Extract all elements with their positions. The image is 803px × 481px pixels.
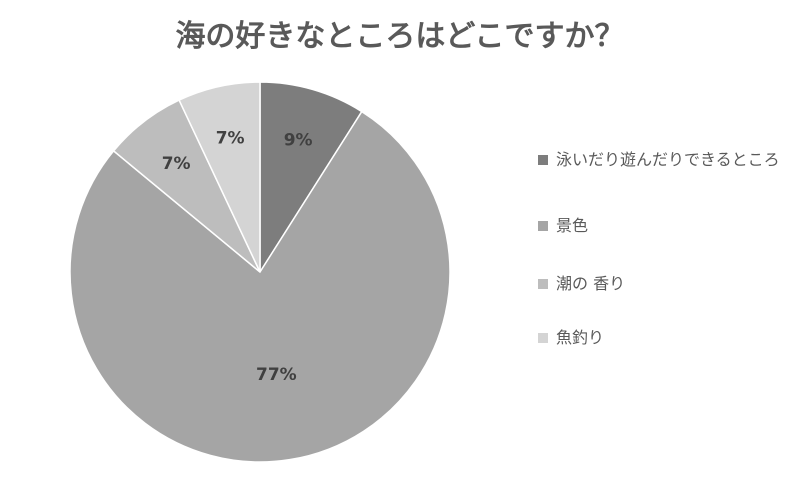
legend-swatch bbox=[538, 333, 548, 343]
legend-swatch bbox=[538, 279, 548, 289]
chart-title: 海の好きなところはどこですか？ bbox=[175, 19, 624, 54]
legend-item: 景色 bbox=[538, 216, 786, 236]
legend-label: 魚釣り bbox=[556, 328, 605, 347]
legend-item: 潮の 香り bbox=[538, 274, 786, 294]
legend-swatch bbox=[538, 155, 548, 165]
legend-label: 潮の 香り bbox=[556, 274, 626, 293]
legend-label: 景色 bbox=[556, 216, 589, 235]
legend-swatch bbox=[538, 221, 548, 231]
pie-slice bbox=[259, 81, 363, 275]
data-label: 9% bbox=[284, 131, 313, 151]
pie-slice bbox=[69, 110, 451, 463]
data-label: 77% bbox=[256, 365, 297, 385]
data-label: 7% bbox=[216, 128, 245, 148]
legend-item: 魚釣り bbox=[538, 328, 786, 348]
data-label: 7% bbox=[162, 154, 191, 174]
pie-slice bbox=[178, 81, 261, 273]
legend-item: 泳いだり遊んだりできるところ bbox=[538, 150, 786, 170]
legend-label: 泳いだり遊んだりできるところ bbox=[556, 150, 780, 169]
